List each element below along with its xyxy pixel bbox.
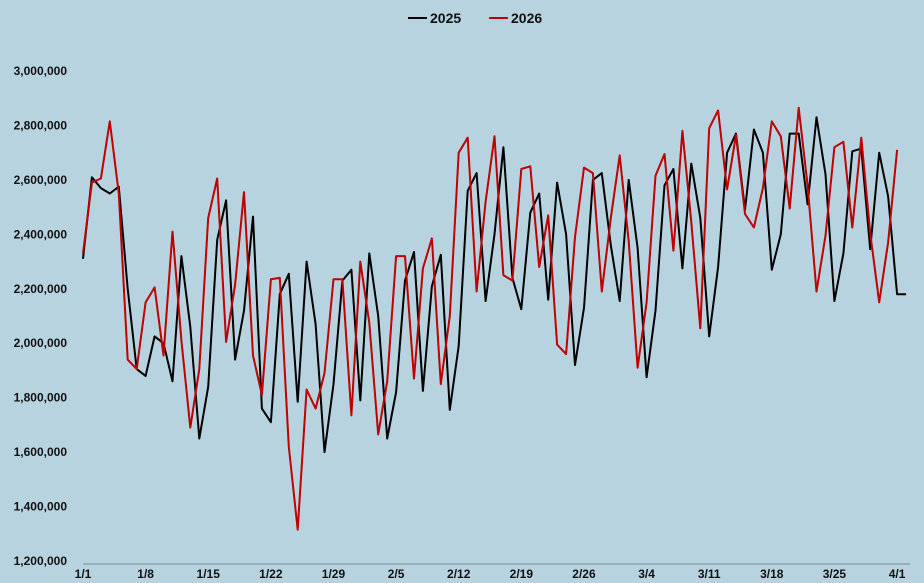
series-layer [82, 106, 906, 531]
y-tick-label: 1,200,000 [14, 554, 68, 568]
x-tick-label: 3/4 [638, 567, 655, 581]
x-tick-label: 2/12 [447, 567, 471, 581]
x-tick-label: 2/19 [510, 567, 534, 581]
legend-label-2025: 2025 [430, 10, 461, 26]
y-tick-label: 2,400,000 [14, 227, 68, 241]
x-tick-label: 1/8 [137, 567, 154, 581]
legend-label-2026: 2026 [511, 10, 542, 26]
y-tick-label: 1,800,000 [14, 391, 68, 405]
y-axis: 1,200,000 1,400,000 1,600,000 1,800,000 2,00… [14, 64, 68, 568]
y-tick-label: 2,000,000 [14, 336, 68, 350]
y-tick-label: 2,200,000 [14, 282, 68, 296]
x-tick-label: 1/15 [197, 567, 221, 581]
y-tick-label: 1,400,000 [14, 500, 68, 514]
y-tick-label: 1,600,000 [14, 445, 68, 459]
x-tick-label: 3/25 [823, 567, 847, 581]
series-line-2026 [82, 106, 899, 531]
chart-legend: 2025 2026 [408, 10, 542, 26]
x-tick-label: 1/22 [259, 567, 283, 581]
x-axis: 1/1 1/8 1/15 1/22 1/29 2/5 2/12 2/19 2/26 3/4 3/11… [75, 563, 910, 581]
x-tick-label: 3/11 [698, 567, 721, 581]
x-tick-label: 1/1 [75, 567, 92, 581]
y-tick-label: 3,000,000 [14, 64, 68, 78]
x-tick-label: 2/5 [388, 567, 405, 581]
y-tick-label: 2,800,000 [14, 118, 68, 132]
x-tick-label: 4/1 [889, 567, 906, 581]
y-tick-label: 2,600,000 [14, 173, 68, 187]
x-tick-label: 2/26 [572, 567, 596, 581]
x-tick-label: 3/18 [760, 567, 784, 581]
series-line-2025 [82, 116, 906, 454]
x-tick-label: 1/29 [322, 567, 346, 581]
